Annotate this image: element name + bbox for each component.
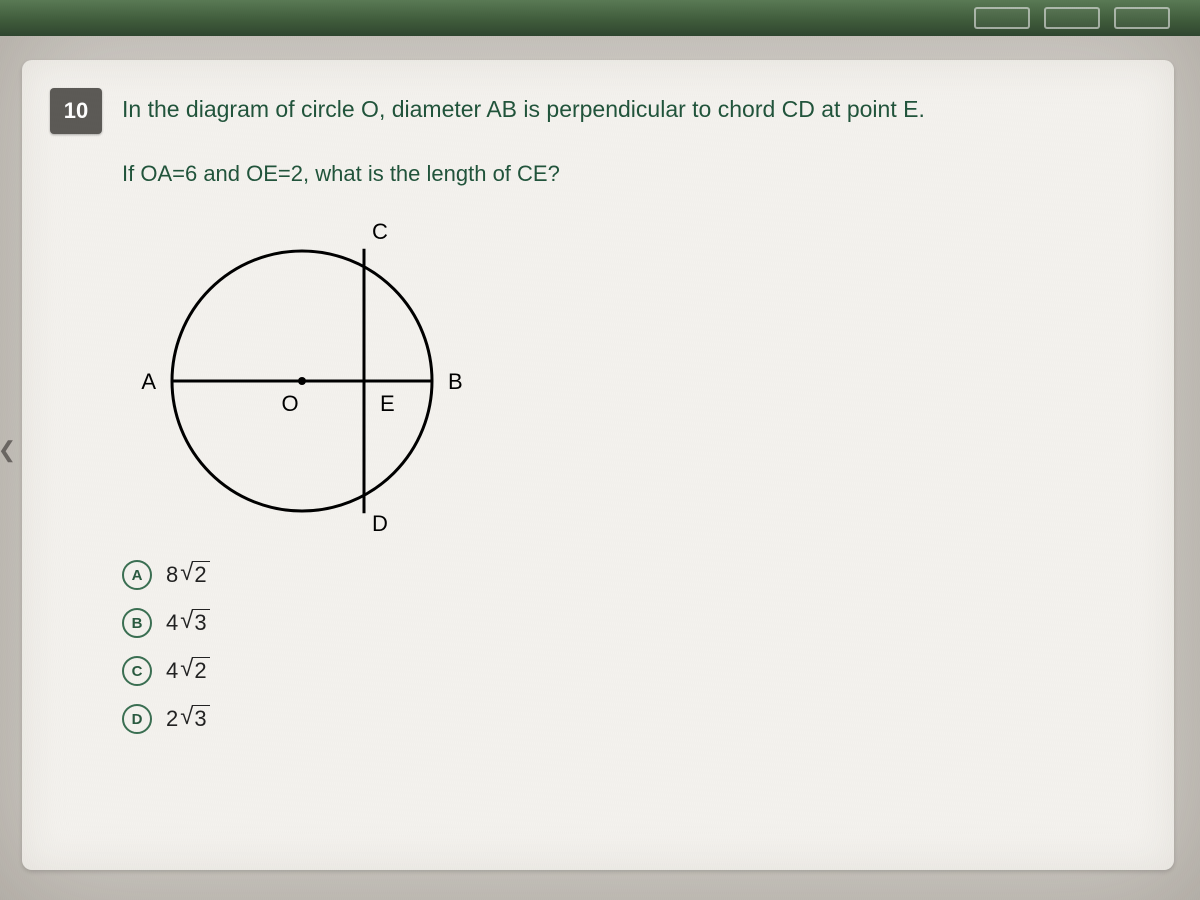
answer-label: 2 √ 3: [166, 705, 210, 732]
answer-option-d[interactable]: D 2 √ 3: [122, 704, 1134, 734]
top-strip-box: [974, 7, 1030, 29]
answer-label: 8 √ 2: [166, 561, 210, 588]
photo-background: ❮ 10 In the diagram of circle O, diamete…: [0, 0, 1200, 900]
answer-radicand: 2: [193, 561, 209, 588]
answer-radicand: 3: [193, 609, 209, 636]
sqrt-icon: √ 2: [180, 561, 209, 588]
answer-coef: 2: [166, 706, 178, 732]
radical-symbol: √: [180, 561, 193, 585]
answer-option-c[interactable]: C 4 √ 2: [122, 656, 1134, 686]
radical-symbol: √: [180, 657, 193, 681]
top-strip-box: [1044, 7, 1100, 29]
svg-text:O: O: [281, 391, 298, 416]
circle-diagram: A B C D O E: [122, 211, 482, 531]
answer-list: A 8 √ 2 B 4 √ 3: [122, 560, 1134, 734]
diagram-container: A B C D O E: [122, 211, 1134, 536]
answer-bullet: C: [122, 656, 152, 686]
answer-bullet: B: [122, 608, 152, 638]
answer-radicand: 2: [193, 657, 209, 684]
answer-coef: 4: [166, 658, 178, 684]
answer-label: 4 √ 2: [166, 657, 210, 684]
question-line-1: In the diagram of circle O, diameter AB …: [122, 94, 1134, 125]
svg-text:A: A: [141, 369, 156, 394]
question-text-block: In the diagram of circle O, diameter AB …: [122, 88, 1134, 187]
sqrt-icon: √ 2: [180, 657, 209, 684]
sqrt-icon: √ 3: [180, 705, 209, 732]
answer-coef: 8: [166, 562, 178, 588]
app-top-strip: [0, 0, 1200, 36]
answer-label: 4 √ 3: [166, 609, 210, 636]
top-strip-box: [1114, 7, 1170, 29]
svg-text:E: E: [380, 391, 395, 416]
question-line-2: If OA=6 and OE=2, what is the length of …: [122, 161, 1134, 187]
question-card: 10 In the diagram of circle O, diameter …: [22, 60, 1174, 870]
question-header: 10 In the diagram of circle O, diameter …: [50, 88, 1134, 187]
svg-text:B: B: [448, 369, 463, 394]
answer-option-a[interactable]: A 8 √ 2: [122, 560, 1134, 590]
sqrt-icon: √ 3: [180, 609, 209, 636]
svg-text:C: C: [372, 219, 388, 244]
svg-text:D: D: [372, 511, 388, 531]
radical-symbol: √: [180, 609, 193, 633]
answer-option-b[interactable]: B 4 √ 3: [122, 608, 1134, 638]
answer-bullet: A: [122, 560, 152, 590]
answer-bullet: D: [122, 704, 152, 734]
answer-radicand: 3: [193, 705, 209, 732]
radical-symbol: √: [180, 705, 193, 729]
answer-coef: 4: [166, 610, 178, 636]
question-number-badge: 10: [50, 88, 102, 134]
prev-arrow-sliver[interactable]: ❮: [0, 410, 14, 490]
